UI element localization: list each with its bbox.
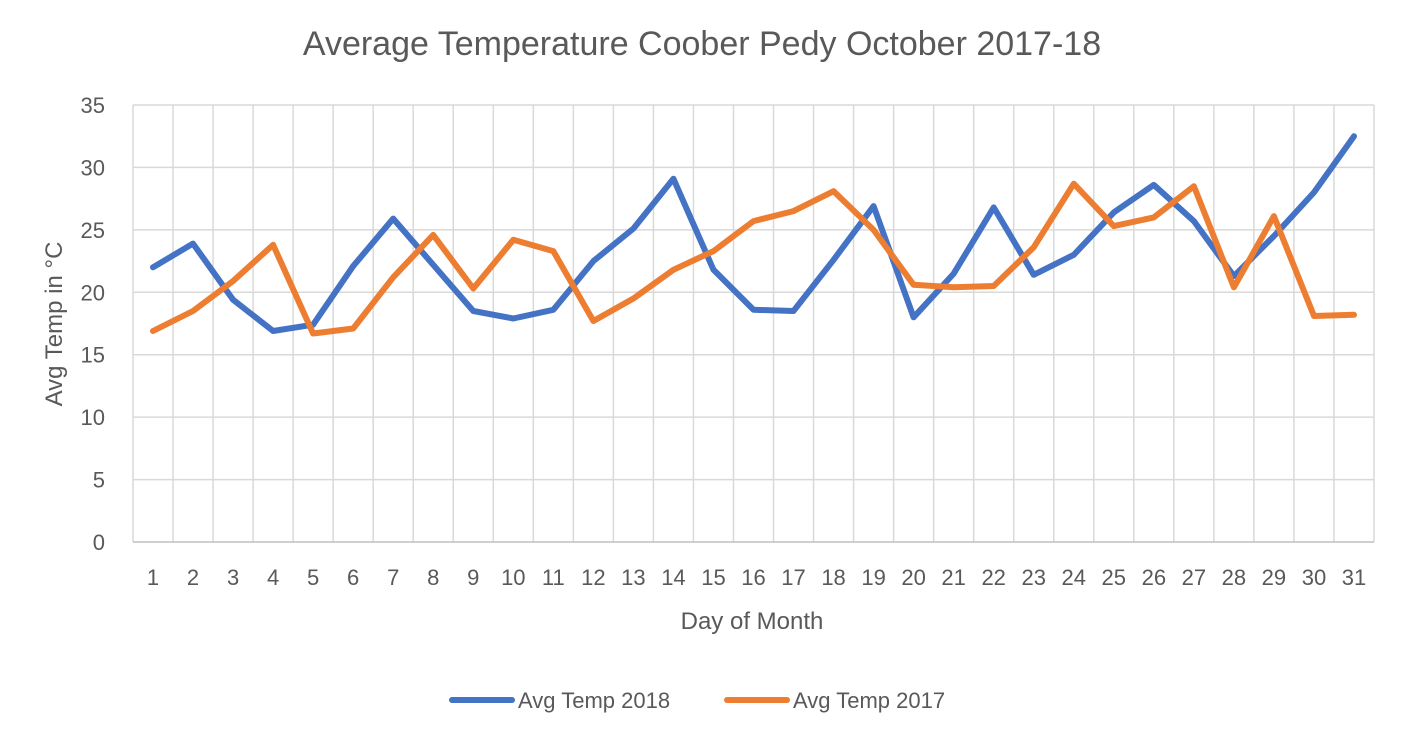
y-tick-label: 30 [81, 155, 105, 180]
x-tick-label: 18 [821, 565, 845, 590]
x-tick-label: 27 [1182, 565, 1206, 590]
x-tick-label: 7 [387, 565, 399, 590]
legend: Avg Temp 2018 Avg Temp 2017 [449, 688, 945, 713]
x-tick-label: 22 [981, 565, 1005, 590]
x-tick-label: 24 [1062, 565, 1086, 590]
x-tick-label: 21 [941, 565, 965, 590]
x-tick-label: 19 [861, 565, 885, 590]
x-tick-label: 26 [1142, 565, 1166, 590]
x-tick-label: 17 [781, 565, 805, 590]
legend-label: Avg Temp 2017 [793, 688, 945, 713]
y-tick-label: 35 [81, 93, 105, 118]
x-tick-label: 25 [1102, 565, 1126, 590]
x-tick-label: 15 [701, 565, 725, 590]
grid [132, 104, 1375, 543]
y-tick-label: 10 [81, 405, 105, 430]
x-tick-label: 4 [267, 565, 279, 590]
y-tick-label: 5 [93, 468, 105, 493]
y-axis-ticks: 0 5 10 15 20 25 30 35 [81, 93, 105, 555]
x-tick-label: 10 [501, 565, 525, 590]
series-line-2018 [150, 133, 1357, 334]
x-tick-label: 12 [581, 565, 605, 590]
x-tick-label: 1 [147, 565, 159, 590]
x-tick-label: 28 [1222, 565, 1246, 590]
x-tick-label: 30 [1302, 565, 1326, 590]
x-tick-label: 9 [467, 565, 479, 590]
x-tick-label: 16 [741, 565, 765, 590]
x-tick-label: 20 [901, 565, 925, 590]
y-tick-label: 15 [81, 343, 105, 368]
chart-title: Average Temperature Coober Pedy October … [303, 25, 1101, 63]
x-axis-title: Day of Month [681, 608, 824, 635]
x-tick-label: 5 [307, 565, 319, 590]
y-tick-label: 20 [81, 280, 105, 305]
x-tick-label: 29 [1262, 565, 1286, 590]
series-lines [150, 133, 1357, 337]
x-tick-label: 11 [542, 565, 565, 590]
y-tick-label: 25 [81, 218, 105, 243]
x-tick-label: 6 [347, 565, 359, 590]
x-tick-label: 3 [227, 565, 239, 590]
y-tick-label: 0 [93, 530, 105, 555]
x-tick-label: 14 [661, 565, 685, 590]
x-tick-label: 31 [1342, 565, 1366, 590]
series-line-2017 [150, 180, 1357, 337]
y-axis-title: Avg Temp in °C [41, 242, 68, 407]
x-tick-label: 8 [427, 565, 439, 590]
legend-label: Avg Temp 2018 [518, 688, 670, 713]
x-tick-label: 23 [1021, 565, 1045, 590]
x-axis-ticks: 1 2 3 4 5 6 7 8 9 10 11 12 13 14 15 16 17 18 19 20 21 22 23 24 2… [147, 565, 1366, 590]
x-tick-label: 13 [621, 565, 645, 590]
x-tick-label: 2 [187, 565, 199, 590]
